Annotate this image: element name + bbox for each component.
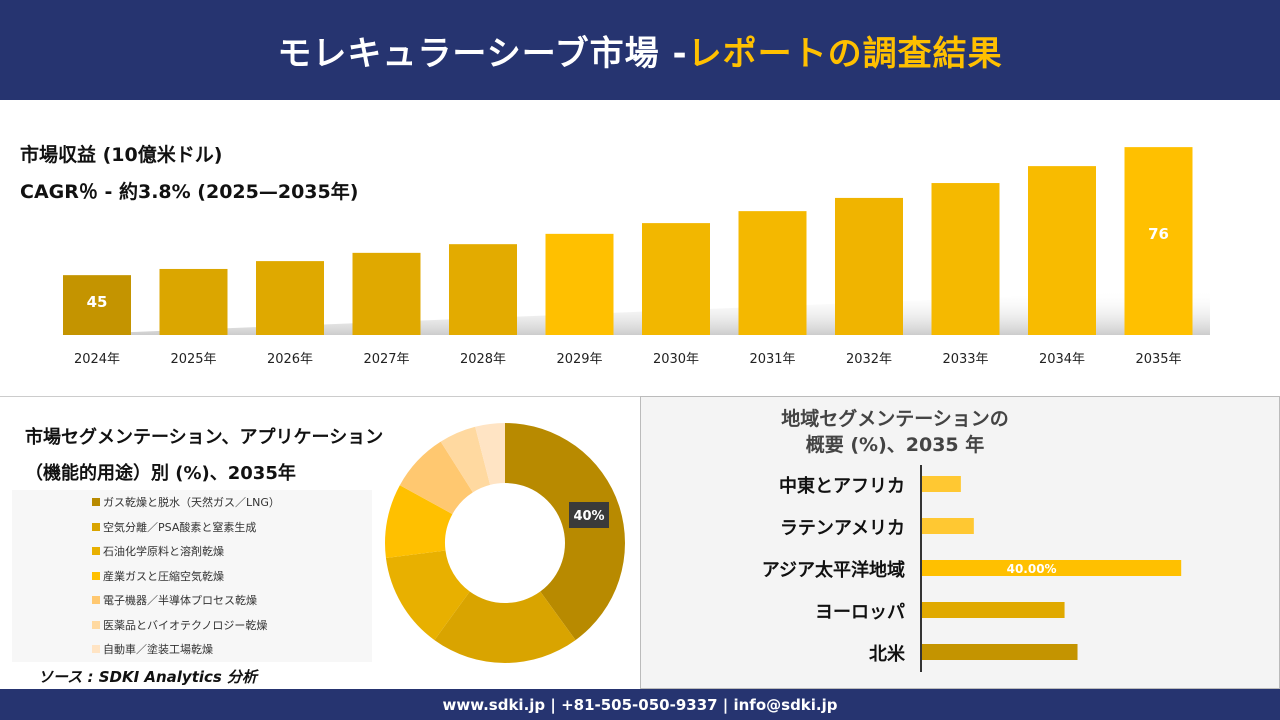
region-title-line2: 概要 (%)、2035 年 bbox=[805, 434, 985, 456]
cagr-text: CAGR％ - 約3.8% (2025—2035年) bbox=[20, 181, 359, 203]
legend-item: 石油化学原料と溶剤乾燥 bbox=[92, 543, 224, 559]
bar-data-label: 45 bbox=[87, 293, 108, 311]
legend-swatch bbox=[92, 645, 100, 653]
legend-item: 医薬品とバイオテクノロジー乾燥 bbox=[92, 617, 267, 633]
region-label: アジア太平洋地域 bbox=[761, 560, 905, 581]
legend-item: 産業ガスと圧縮空気乾燥 bbox=[92, 568, 224, 584]
legend-label: 産業ガスと圧縮空気乾燥 bbox=[103, 569, 224, 583]
bar-2026年 bbox=[256, 261, 324, 335]
revenue-title: 市場収益 (10億米ドル) bbox=[20, 144, 223, 166]
x-tick-label: 2033年 bbox=[942, 352, 988, 367]
region-label: ラテンアメリカ bbox=[779, 518, 905, 539]
bar-2034年 bbox=[1028, 166, 1096, 335]
source-note: ソース : SDKI Analytics 分析 bbox=[38, 668, 258, 686]
bar-2031年 bbox=[738, 211, 807, 335]
x-tick-label: 2029年 bbox=[556, 352, 602, 367]
x-tick-label: 2034年 bbox=[1039, 352, 1085, 367]
legend-swatch bbox=[92, 547, 100, 555]
segment-title-line2: （機能的用途）別 (%)、2035年 bbox=[25, 463, 296, 484]
bar-2032年 bbox=[835, 197, 903, 335]
legend-item: 空気分離／PSA酸素と窒素生成 bbox=[92, 519, 256, 535]
legend-swatch bbox=[92, 596, 100, 604]
legend-label: 空気分離／PSA酸素と窒素生成 bbox=[103, 520, 257, 534]
bar-shadow bbox=[60, 290, 1210, 335]
x-tick-label: 2026年 bbox=[267, 352, 313, 367]
region-title-line1: 地域セグメンテーションの bbox=[781, 408, 1009, 430]
footer-contact: www.sdki.jp | +81-505-050-9337 | info@sd… bbox=[0, 689, 1280, 720]
region-label: 北米 bbox=[869, 644, 905, 665]
x-tick-label: 2025年 bbox=[170, 352, 216, 367]
legend-label: 医薬品とバイオテクノロジー乾燥 bbox=[103, 618, 268, 632]
donut-legend: ガス乾燥と脱水（天然ガス／LNG） 空気分離／PSA酸素と窒素生成 石油化学原料と溶… bbox=[12, 490, 372, 662]
title-main: モレキュラーシーブ市場 - bbox=[277, 33, 688, 74]
legend-item: 電子機器／半導体プロセス乾燥 bbox=[92, 592, 257, 608]
legend-item: 自動車／塗装工場乾燥 bbox=[92, 641, 213, 657]
legend-swatch bbox=[92, 498, 100, 506]
bar-2028年 bbox=[449, 244, 517, 335]
legend-swatch bbox=[92, 522, 100, 531]
bar-2033年 bbox=[931, 183, 1000, 335]
header-banner: モレキュラーシーブ市場 - レポートの調査結果 bbox=[0, 0, 1280, 100]
x-tick-label: 2035年 bbox=[1135, 352, 1181, 367]
legend-label: ガス乾燥と脱水（天然ガス／LNG） bbox=[103, 496, 280, 509]
region-panel bbox=[640, 396, 1280, 689]
revenue-bar-chart: 2024年 45 2025年 2026年 2027年 2028年 2029年 2030年 203… bbox=[60, 147, 1210, 367]
legend-label: 自動車／塗装工場乾燥 bbox=[103, 643, 213, 656]
legend-item: ガス乾燥と脱水（天然ガス／LNG） bbox=[92, 494, 280, 510]
bar-2025年 bbox=[159, 268, 228, 335]
x-tick-label: 2024年 bbox=[74, 352, 120, 367]
legend-label: 電子機器／半導体プロセス乾燥 bbox=[103, 594, 257, 607]
region-label: 中東とアフリカ bbox=[779, 476, 905, 497]
legend-label: 石油化学原料と溶剤乾燥 bbox=[103, 545, 224, 558]
x-tick-label: 2032年 bbox=[846, 352, 892, 367]
x-tick-label: 2028年 bbox=[460, 352, 506, 367]
legend-swatch bbox=[92, 620, 100, 629]
bar-data-label: 76 bbox=[1148, 225, 1169, 243]
bar-2024年 bbox=[63, 275, 131, 335]
bar-2029年 bbox=[545, 233, 614, 335]
title-accent: レポートの調査結果 bbox=[687, 33, 1003, 74]
legend-swatch bbox=[92, 571, 100, 580]
x-tick-label: 2027年 bbox=[363, 352, 409, 367]
region-label: ヨーロッパ bbox=[815, 602, 905, 623]
x-tick-label: 2030年 bbox=[653, 352, 699, 367]
bar-2035年 bbox=[1124, 147, 1193, 335]
bar-2027年 bbox=[352, 252, 421, 335]
bar-2030年 bbox=[642, 223, 710, 335]
segment-title-line1: 市場セグメンテーション、アプリケーション bbox=[25, 427, 384, 448]
x-tick-label: 2031年 bbox=[749, 352, 795, 367]
